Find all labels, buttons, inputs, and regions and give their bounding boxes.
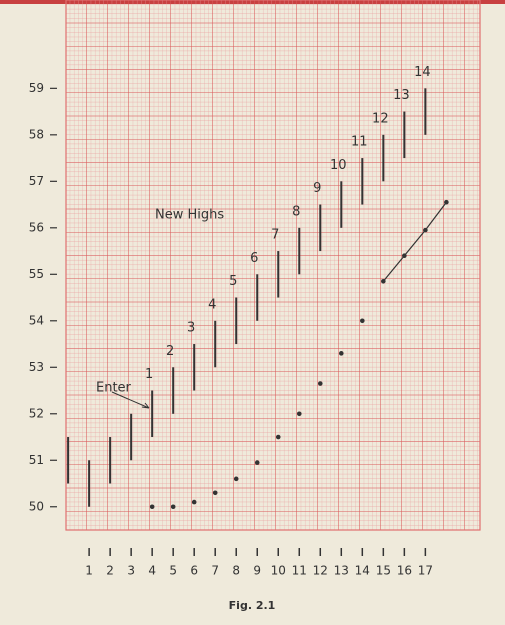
y-tick-label: 57 bbox=[29, 174, 44, 188]
y-tick-label: 52 bbox=[29, 406, 44, 420]
grid-paper bbox=[65, 0, 481, 531]
x-tick-label: 12 bbox=[313, 564, 328, 578]
trend-point bbox=[423, 227, 428, 233]
x-tick-label: 5 bbox=[169, 564, 177, 578]
new-high-number: 7 bbox=[271, 228, 279, 243]
stop-point bbox=[296, 411, 302, 417]
stop-point bbox=[149, 504, 155, 510]
y-tick-label: 58 bbox=[29, 127, 44, 141]
x-tick-label: 10 bbox=[271, 564, 286, 578]
x-tick-label: 17 bbox=[418, 564, 433, 578]
x-tick-label: 4 bbox=[148, 564, 156, 578]
trend-point bbox=[402, 253, 407, 259]
new-high-number: 6 bbox=[250, 251, 258, 266]
stop-point bbox=[254, 460, 260, 465]
new-high-number: 9 bbox=[313, 181, 321, 196]
y-tick-label: 51 bbox=[29, 453, 44, 467]
stop-point bbox=[212, 490, 218, 496]
new-high-number: 12 bbox=[372, 111, 389, 126]
new-high-number: 11 bbox=[351, 135, 368, 150]
new-high-number: 13 bbox=[393, 88, 410, 103]
y-tick-label: 53 bbox=[29, 360, 44, 374]
x-tick-label: 9 bbox=[253, 564, 261, 578]
stop-point bbox=[275, 434, 281, 440]
x-tick-label: 2 bbox=[106, 564, 114, 578]
new-high-number: 2 bbox=[166, 344, 174, 359]
enter-arrow bbox=[111, 391, 150, 409]
new-high-number: 4 bbox=[208, 297, 216, 312]
new-high-number: 10 bbox=[330, 158, 347, 173]
x-tick-label: 8 bbox=[232, 564, 240, 578]
stop-point bbox=[360, 318, 365, 324]
y-tick-label: 55 bbox=[29, 267, 44, 281]
enter-label: Enter bbox=[96, 381, 132, 396]
grid-major bbox=[66, 0, 480, 530]
trend-point bbox=[381, 278, 386, 284]
new-highs-label: New Highs bbox=[155, 208, 224, 223]
stop-point bbox=[233, 476, 239, 482]
new-high-number: 5 bbox=[229, 274, 237, 289]
new-high-number: 1 bbox=[145, 367, 153, 382]
grid-border bbox=[65, 0, 481, 531]
y-tick-label: 50 bbox=[29, 499, 44, 513]
caption: Fig. 2.1 bbox=[229, 599, 276, 612]
y-tick-label: 59 bbox=[29, 81, 44, 95]
y-tick-label: 56 bbox=[29, 220, 44, 234]
y-tick-label: 54 bbox=[29, 313, 44, 327]
x-tick-label: 16 bbox=[397, 564, 412, 578]
x-tick-label: 15 bbox=[376, 564, 391, 578]
x-tick-label: 13 bbox=[334, 564, 349, 578]
stop-point bbox=[170, 504, 176, 510]
x-tick-label: 1 bbox=[85, 564, 93, 578]
new-high-number: 8 bbox=[292, 204, 300, 219]
trend-point bbox=[444, 199, 449, 205]
x-tick-label: 7 bbox=[211, 564, 219, 578]
x-tick-label: 11 bbox=[292, 564, 307, 578]
new-high-number: 14 bbox=[414, 65, 431, 80]
stop-point bbox=[191, 499, 197, 505]
x-tick-label: 3 bbox=[127, 564, 135, 578]
stop-point bbox=[317, 381, 323, 386]
stop-point bbox=[338, 351, 344, 356]
x-tick-label: 6 bbox=[190, 564, 198, 578]
trend-line bbox=[382, 201, 447, 282]
x-tick-label: 14 bbox=[355, 564, 370, 578]
new-high-number: 3 bbox=[187, 321, 195, 336]
